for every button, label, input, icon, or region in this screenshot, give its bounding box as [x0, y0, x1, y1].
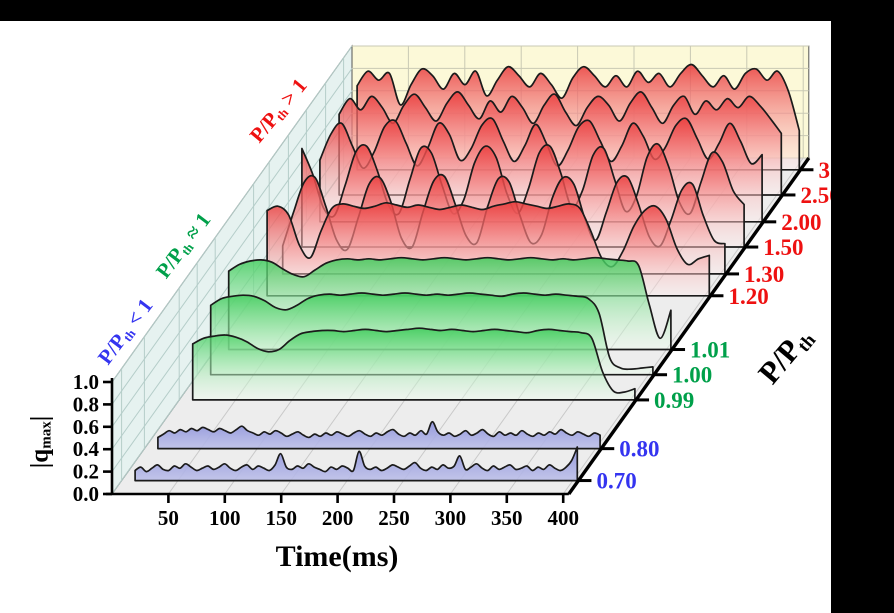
- y-axis-title-sub: max: [38, 421, 55, 449]
- y-axis-title-pre: |q: [26, 448, 54, 469]
- z-tick-label-0.70: 0.70: [596, 469, 636, 494]
- y-tick-label: 0.8: [73, 392, 99, 416]
- z-tick-label-0.80: 0.80: [619, 437, 659, 462]
- y-tick-label: 0.4: [73, 437, 100, 461]
- x-tick-label: 50: [158, 506, 179, 530]
- x-tick-label: 300: [435, 506, 467, 530]
- x-tick-label: 150: [265, 506, 297, 530]
- z-tick-label-1.00: 1.00: [672, 363, 712, 388]
- left-wall-gridline: [111, 68, 353, 405]
- y-tick-label: 0.2: [73, 460, 99, 484]
- x-axis-title: Time(ms): [275, 540, 399, 573]
- left-wall-gridline: [111, 90, 353, 428]
- floor-gridline: [562, 157, 804, 495]
- z-axis-line: [567, 157, 811, 495]
- x-tick-label: 400: [547, 506, 579, 530]
- x-tick-label: 350: [491, 506, 523, 530]
- y-axis-title-post: |: [26, 415, 54, 422]
- series-0.99-area: [191, 327, 636, 401]
- y-tick-label: 0.0: [73, 482, 99, 506]
- x-tick-label: 250: [378, 506, 410, 530]
- left-wall-gridline: [111, 45, 353, 383]
- x-tick-label: 100: [209, 506, 241, 530]
- series-0.80-area: [157, 420, 601, 450]
- z-tick-label-1.01: 1.01: [690, 338, 730, 363]
- z-tick-label-1.30: 1.30: [744, 262, 784, 287]
- series-0.70-area: [134, 446, 579, 482]
- y-tick-label: 0.6: [73, 415, 99, 439]
- z-tick-label-1.20: 1.20: [728, 284, 768, 309]
- x-tick-label: 200: [322, 506, 354, 530]
- z-tick-label-2.00: 2.00: [781, 210, 821, 235]
- top-black-bar: [0, 0, 894, 21]
- z-tick-label-1.50: 1.50: [763, 235, 803, 260]
- right-black-bar: [831, 0, 894, 613]
- y-tick-label: 1.0: [73, 370, 99, 394]
- y-axis-title: |qmax|: [26, 416, 55, 468]
- z-tick-label-0.99: 0.99: [654, 388, 694, 413]
